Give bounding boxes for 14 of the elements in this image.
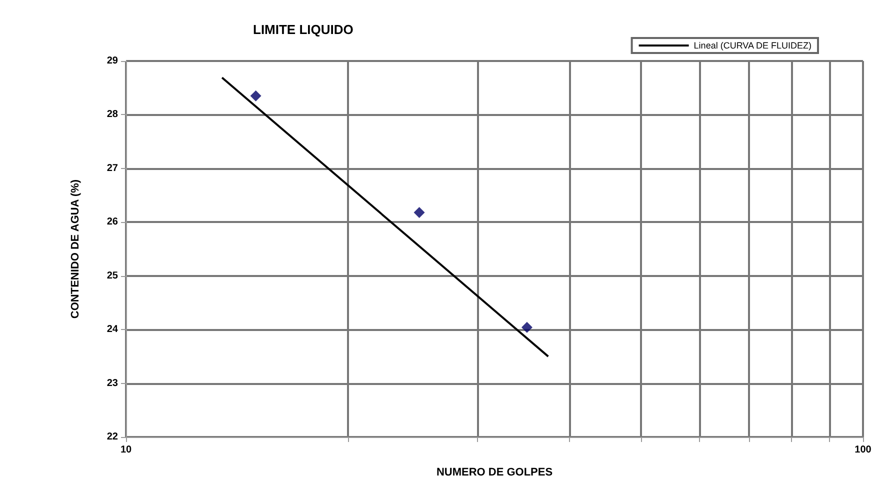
y-tick-label: 24 bbox=[106, 324, 118, 336]
y-tick-label: 22 bbox=[106, 432, 118, 442]
y-tick-label: 23 bbox=[106, 378, 118, 389]
x-tick-label: 100 bbox=[854, 444, 872, 456]
x-axis-title: NUMERO DE GOLPES bbox=[436, 466, 553, 478]
y-tick-label: 26 bbox=[106, 216, 118, 228]
y-axis-title: CONTENIDO DE AGUA (%) bbox=[70, 179, 82, 319]
chart-title: LIMITE LIQUIDO bbox=[253, 22, 354, 37]
text: Lineal (CURVA DE FLUIDEZ) bbox=[694, 40, 812, 50]
x-tick-label: 10 bbox=[120, 444, 132, 456]
y-tick-label: 29 bbox=[106, 56, 118, 66]
y-tick-label: 28 bbox=[106, 109, 118, 120]
y-tick-label: 27 bbox=[106, 162, 118, 174]
y-tick-label: 25 bbox=[106, 270, 118, 282]
